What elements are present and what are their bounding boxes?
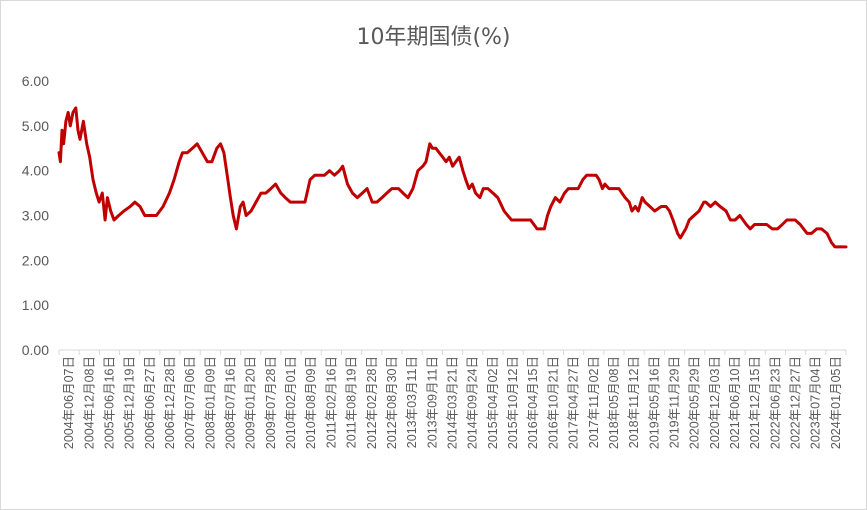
- x-tick-label: 2013年09月11日: [425, 356, 439, 448]
- x-tick-label: 2019年11月29日: [667, 356, 681, 448]
- x-tick-label: 2004年06月07日: [62, 356, 76, 449]
- x-tick-label: 2016年10月21日: [546, 356, 560, 449]
- y-tick-label: 5.00: [22, 118, 49, 134]
- y-tick-label: 2.00: [22, 252, 49, 268]
- x-tick-label: 2023年07月04日: [809, 356, 823, 449]
- x-tick-label: 2015年10月12日: [506, 356, 520, 449]
- x-tick-label: 2006年06月27日: [143, 356, 157, 449]
- chart-title: 10年期国债(%): [356, 25, 511, 50]
- x-tick-label: 2020年05月29日: [688, 356, 702, 449]
- x-tick-label: 2011年08月19日: [345, 356, 359, 448]
- x-tick-label: 2017年11月02日: [587, 356, 601, 448]
- x-tick-label: 2007年07月06日: [183, 356, 197, 449]
- x-tick-label: 2008年07月16日: [224, 356, 238, 449]
- y-tick-label: 4.00: [22, 163, 49, 179]
- x-tick-label: 2009年01月20日: [244, 356, 258, 449]
- x-tick-label: 2014年03月21日: [446, 356, 460, 449]
- x-tick-label: 2024年01月05日: [829, 356, 843, 449]
- x-tick-label: 2020年12月03日: [708, 356, 722, 449]
- y-tick-label: 1.00: [22, 297, 49, 313]
- x-tick-label: 2018年05月08日: [607, 356, 621, 449]
- y-tick-label: 3.00: [22, 208, 49, 224]
- x-tick-label: 2005年06月16日: [102, 356, 116, 449]
- x-tick-label: 2021年06月10日: [728, 356, 742, 449]
- x-tick-label: 2006年12月28日: [163, 356, 177, 449]
- x-tick-label: 2012年02月28日: [365, 356, 379, 449]
- x-tick-label: 2004年12月08日: [82, 356, 96, 449]
- x-tick-label: 2013年03月11日: [405, 356, 419, 448]
- x-tick-label: 2016年04月15日: [526, 356, 540, 449]
- x-tick-label: 2019年05月16日: [647, 356, 661, 449]
- x-tick-label: 2010年08月09日: [304, 356, 318, 449]
- x-tick-label: 2017年04月27日: [567, 356, 581, 449]
- x-tick-label: 2015年04月02日: [486, 356, 500, 449]
- x-tick-label: 2009年07月28日: [264, 356, 278, 449]
- x-tick-label: 2022年06月23日: [768, 356, 782, 449]
- x-tick-label: 2018年11月12日: [627, 356, 641, 448]
- x-tick-label: 2008年01月09日: [203, 356, 217, 449]
- x-tick-label: 2022年12月27日: [789, 356, 803, 449]
- x-tick-label: 2021年12月15日: [748, 356, 762, 449]
- x-tick-label: 2011年02月16日: [324, 356, 338, 448]
- x-tick-label: 2010年02月01日: [284, 356, 298, 449]
- series-line-0: [57, 106, 848, 249]
- y-tick-label: 6.00: [22, 73, 49, 89]
- x-tick-label: 2014年09月24日: [466, 356, 480, 449]
- x-tick-label: 2012年08月30日: [385, 356, 399, 449]
- x-tick-label: 2005年12月19日: [123, 356, 137, 449]
- y-tick-label: 0.00: [22, 342, 49, 358]
